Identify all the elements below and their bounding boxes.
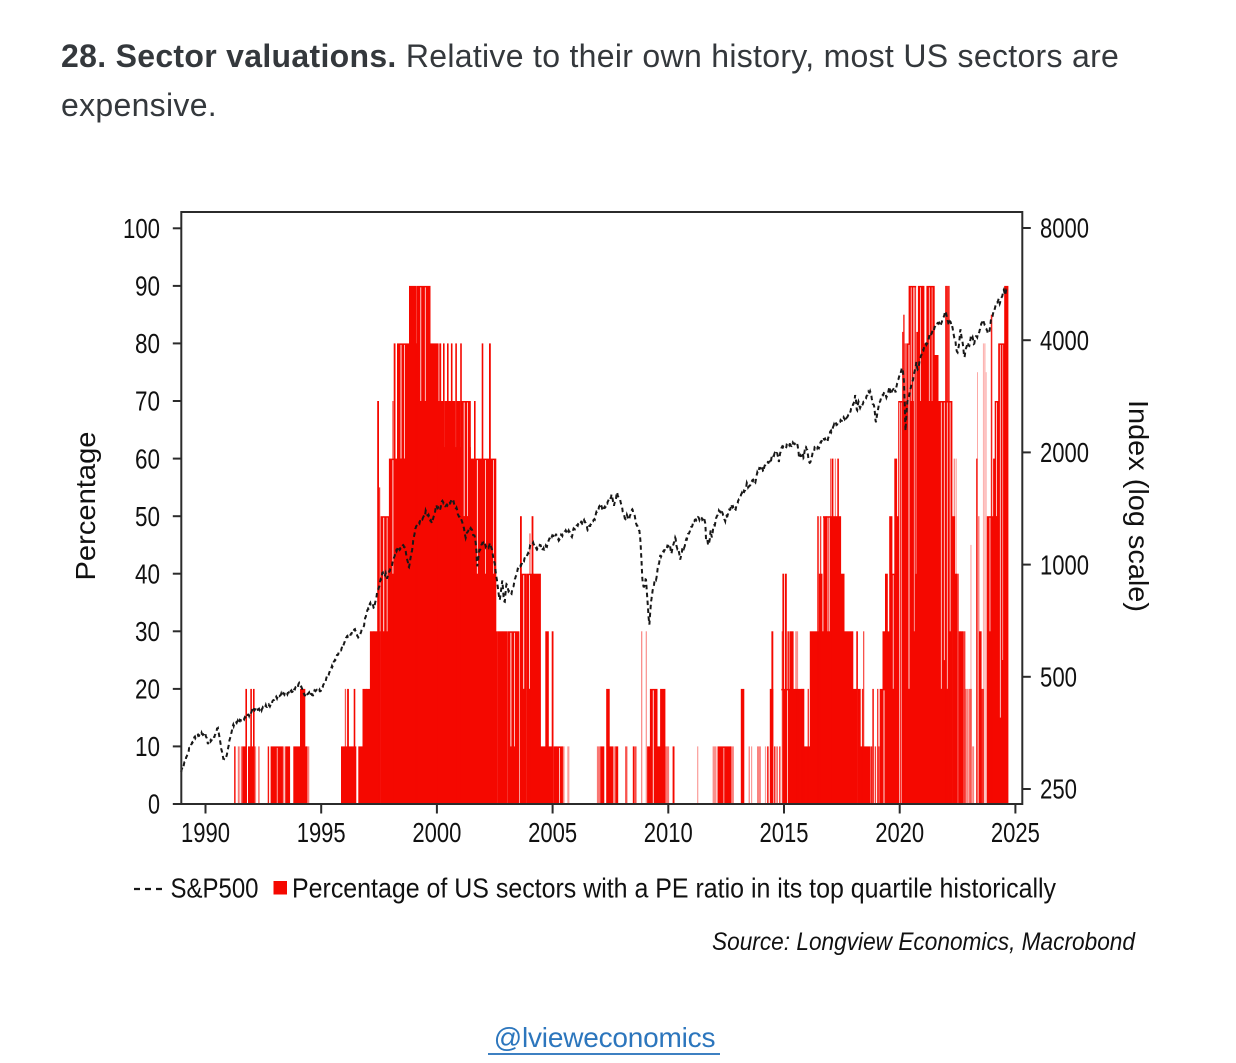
svg-text:70: 70: [135, 386, 160, 417]
svg-text:10: 10: [135, 731, 160, 762]
svg-text:50: 50: [135, 501, 160, 532]
svg-text:500: 500: [1040, 662, 1077, 693]
svg-text:Source: Longview Economics, Ma: Source: Longview Economics, Macrobond: [712, 928, 1136, 956]
svg-text:250: 250: [1040, 774, 1077, 805]
svg-text:80: 80: [135, 328, 160, 359]
svg-text:Index (log scale): Index (log scale): [1123, 400, 1154, 612]
svg-text:4000: 4000: [1040, 325, 1089, 356]
svg-text:2005: 2005: [528, 817, 577, 848]
svg-text:8000: 8000: [1040, 213, 1089, 244]
svg-text:Percentage: Percentage: [70, 432, 101, 581]
svg-text:30: 30: [135, 616, 160, 647]
svg-text:2025: 2025: [991, 817, 1040, 848]
svg-text:100: 100: [123, 213, 160, 244]
svg-text:S&P500: S&P500: [171, 873, 259, 904]
svg-text:40: 40: [135, 558, 160, 589]
svg-text:1000: 1000: [1040, 549, 1089, 580]
svg-text:Percentage of US sectors with: Percentage of US sectors with a PE ratio…: [292, 873, 1056, 904]
svg-text:2020: 2020: [875, 817, 924, 848]
svg-text:2015: 2015: [760, 817, 809, 848]
svg-text:2010: 2010: [644, 817, 693, 848]
svg-text:0: 0: [148, 789, 160, 820]
svg-text:1995: 1995: [297, 817, 346, 848]
svg-text:60: 60: [135, 443, 160, 474]
svg-text:2000: 2000: [1040, 437, 1089, 468]
svg-text:1990: 1990: [181, 817, 230, 848]
svg-text:90: 90: [135, 271, 160, 302]
svg-text:20: 20: [135, 674, 160, 705]
svg-text:2000: 2000: [412, 817, 461, 848]
